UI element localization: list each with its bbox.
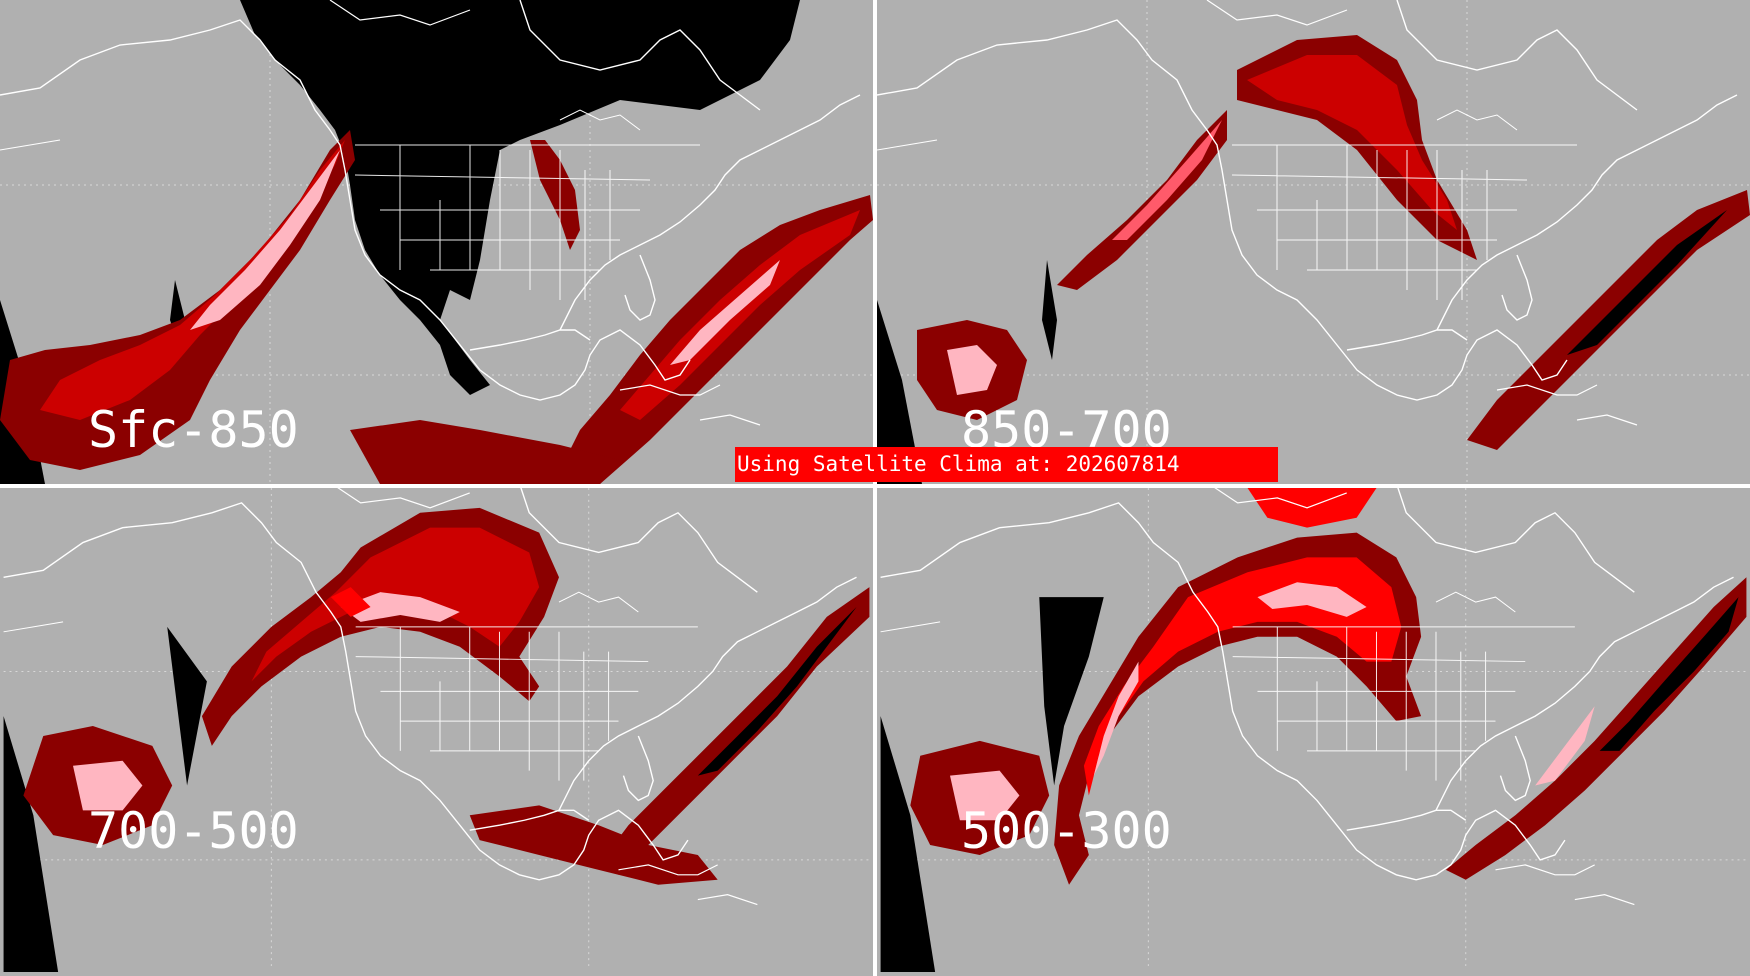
panel-sfc-850: Sfc-850 [0,0,873,484]
cloud-map-sfc-850 [0,0,873,484]
cloud-map-850-700 [877,0,1750,484]
cloud-map-700-500 [2,488,870,972]
panel-label-700-500: 700-500 [88,802,299,860]
panel-label-500-300: 500-300 [961,802,1172,860]
satellite-climo-banner: Using Satellite Clima at: 202607814 [735,447,1278,482]
panel-850-700: 850-700 [877,0,1750,484]
panel-700-500: 700-500 [0,488,873,976]
panel-label-850-700: 850-700 [961,401,1172,459]
cloud-map-500-300 [879,488,1747,972]
panel-500-300: 500-300 [877,488,1750,976]
panel-label-sfc-850: Sfc-850 [88,401,299,459]
